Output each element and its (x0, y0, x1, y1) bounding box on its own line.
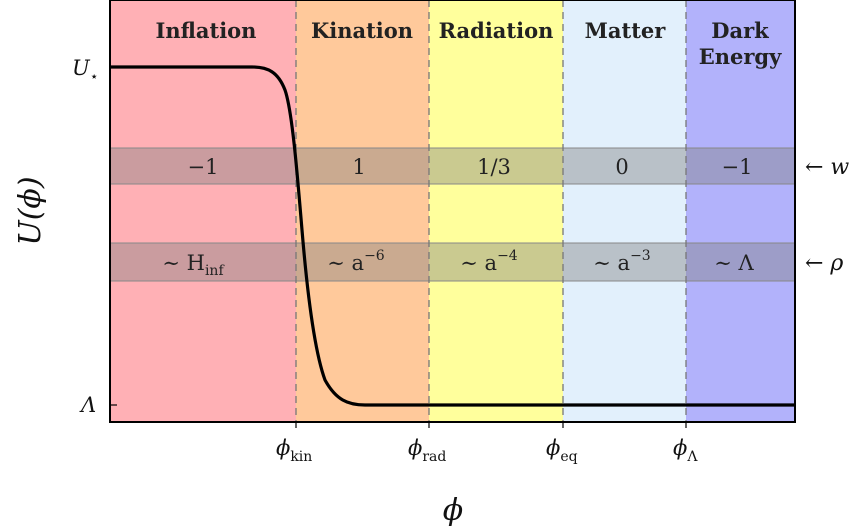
rho-indicator: ← ρ (805, 251, 843, 276)
w-band (109, 147, 796, 185)
w-value-matter: 0 (615, 155, 628, 179)
x-axis-title: ϕ (443, 493, 463, 528)
rho-value-kination: ∼ a−6 (327, 248, 385, 275)
x-tick-label-rad: ϕrad (408, 436, 446, 465)
era-label-matter: Matter (585, 18, 667, 43)
era-bg-matter (563, 0, 686, 422)
era-bg-kination (296, 0, 429, 422)
era-label-radiation: Radiation (439, 18, 554, 43)
y-axis-title: U(ϕ) (13, 176, 48, 245)
w-value-kination: 1 (352, 155, 365, 179)
y-tick-label-lambda: Λ (79, 393, 96, 417)
w-value-dark-energy: −1 (722, 155, 753, 179)
era-label-inflation: Inflation (156, 18, 257, 43)
w-value-radiation: 1/3 (477, 155, 511, 179)
x-tick-label-eq: ϕeq (546, 436, 578, 465)
era-boundaries (295, 0, 687, 422)
x-tick-label-lambda: ϕΛ (673, 436, 698, 465)
w-indicator: ← w (805, 155, 849, 180)
potential-curve (110, 65, 795, 407)
rho-value-inflation: ∼ Hinf (162, 251, 225, 279)
era-bg-radiation (429, 0, 563, 422)
rho-value-radiation: ∼ a−4 (460, 248, 518, 275)
rho-value-matter: ∼ a−3 (593, 248, 650, 275)
x-tick-label-kin: ϕkin (276, 436, 312, 465)
era-label-dark-2: Energy (699, 44, 782, 69)
era-label-dark-1: Dark (711, 18, 769, 43)
rho-band (109, 242, 796, 282)
rho-value-dark-energy: ∼ Λ (714, 251, 754, 275)
y-tick-label-ustar: U⋆ (72, 56, 98, 85)
w-value-inflation: −1 (188, 155, 219, 179)
era-label-kination: Kination (311, 18, 413, 43)
era-bg-inflation (110, 0, 296, 422)
era-bg-dark-energy (686, 0, 795, 422)
plot-frame (109, 0, 796, 423)
